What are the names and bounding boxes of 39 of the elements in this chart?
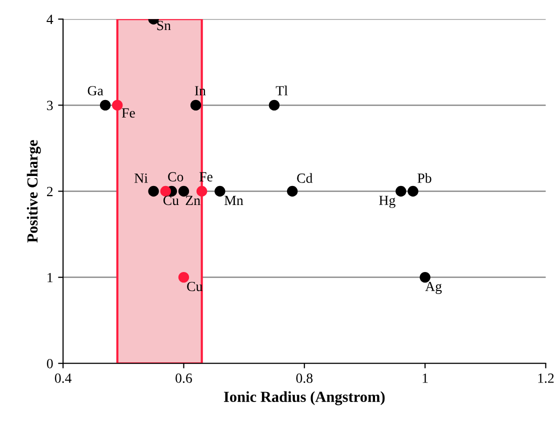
annotation: Ni (134, 174, 148, 183)
point (396, 186, 406, 197)
annotation: Fe (122, 108, 135, 118)
point (196, 186, 208, 197)
y-tick-label: 4 (46, 14, 54, 24)
point (112, 100, 123, 111)
annotation: Pb (418, 173, 432, 183)
point (148, 186, 159, 197)
point (286, 186, 298, 197)
y-tick-label: 2 (46, 186, 53, 196)
point (160, 186, 171, 197)
point (178, 272, 190, 283)
point (178, 186, 190, 197)
annotation: Sn (157, 20, 171, 30)
point (408, 186, 418, 197)
point (268, 100, 280, 111)
annotation: Cu (163, 196, 179, 206)
annotation: Zn (186, 196, 200, 205)
y-tick-label: 0 (46, 358, 53, 368)
x-tick-label: 0.6 (176, 374, 192, 383)
annotation: Cd (297, 173, 313, 183)
point (190, 100, 202, 111)
annotation: Ag (425, 282, 442, 294)
point (100, 100, 111, 111)
point (214, 186, 226, 197)
y-tick-label: 1 (48, 272, 52, 282)
y-axis-title: Positive Charge (26, 140, 41, 243)
annotation: Ga (88, 86, 104, 96)
x-tick-label: 0.4 (54, 374, 72, 383)
y-tick-label: 3 (47, 100, 53, 110)
point (420, 272, 430, 283)
annotation: Co (168, 172, 184, 182)
annotation: Mn (224, 196, 244, 205)
x-tick-label: 1 (422, 374, 428, 383)
x-tick-label: 1.2 (538, 374, 554, 383)
x-axis-title: Ionic Radius (Angstrom) (224, 391, 385, 406)
annotation: Hg (379, 196, 396, 208)
x-tick-label: 0.8 (296, 374, 313, 383)
annotation: Tl (276, 86, 288, 96)
